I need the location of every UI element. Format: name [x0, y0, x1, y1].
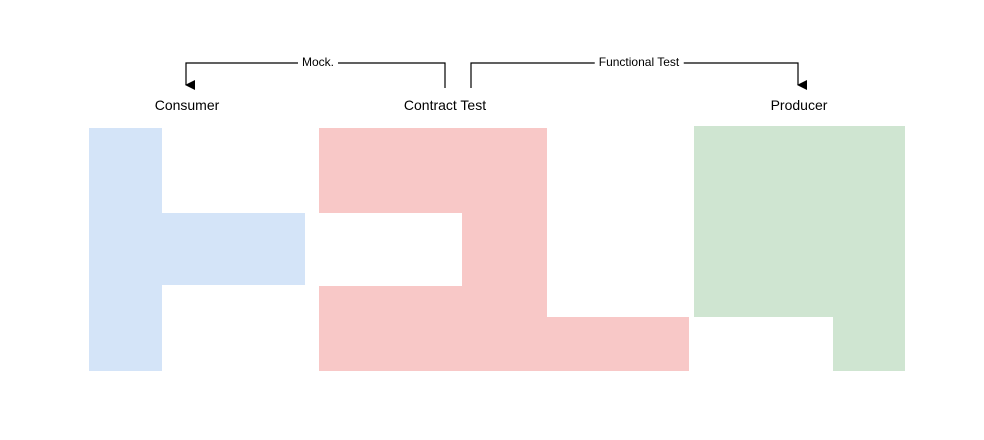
consumer-label: Consumer: [154, 97, 220, 113]
contract-test-label: Contract Test: [403, 97, 487, 113]
functional-test-edge-label: Functional Test: [594, 55, 684, 69]
mock-edge-label: Mock.: [297, 55, 339, 69]
producer-label: Producer: [770, 97, 828, 113]
